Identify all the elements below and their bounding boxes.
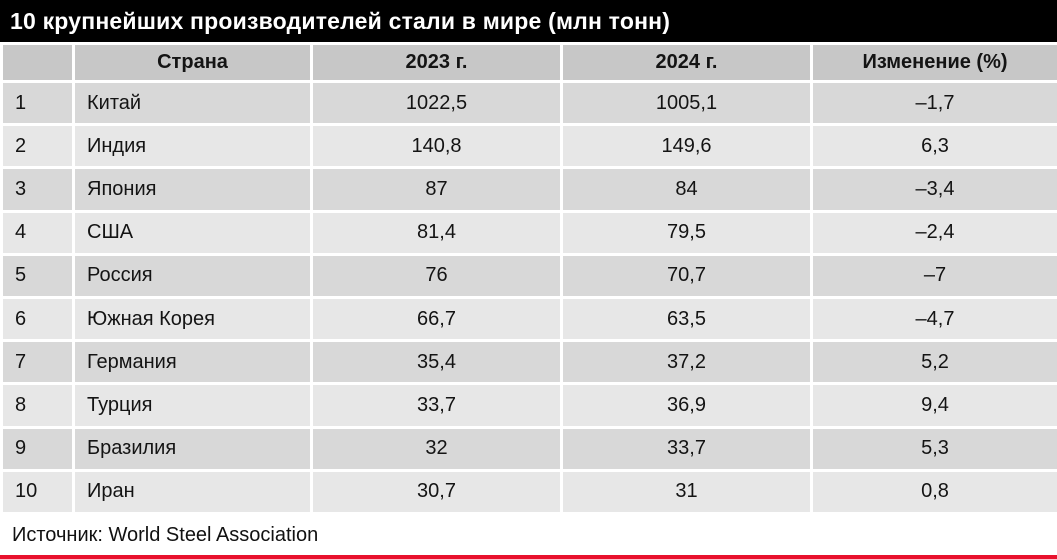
cell-2023: 76 [310, 252, 563, 299]
page-title: 10 крупнейших производителей стали в мир… [0, 0, 1057, 42]
source-note: Источник: World Steel Association [0, 515, 1057, 555]
cell-country: Индия [72, 123, 313, 170]
table-header-row: Страна 2023 г. 2024 г. Изменение (%) [0, 42, 1057, 83]
cell-2024: 149,6 [560, 123, 813, 170]
cell-change: –3,4 [810, 166, 1057, 213]
cell-rank: 7 [0, 339, 75, 386]
cell-change: 0,8 [810, 468, 1057, 516]
header-change: Изменение (%) [810, 42, 1057, 83]
cell-2023: 81,4 [310, 209, 563, 256]
cell-rank: 6 [0, 295, 75, 343]
cell-2023: 35,4 [310, 339, 563, 386]
header-rank [0, 42, 75, 83]
cell-rank: 5 [0, 252, 75, 299]
cell-rank: 9 [0, 425, 75, 472]
cell-country: Иран [72, 468, 313, 516]
table-row: 3 Япония 87 84 –3,4 [0, 166, 1057, 213]
cell-2024: 1005,1 [560, 79, 813, 127]
cell-rank: 10 [0, 468, 75, 516]
header-country: Страна [72, 42, 313, 83]
header-2023: 2023 г. [310, 42, 563, 83]
cell-2023: 30,7 [310, 468, 563, 516]
cell-country: Россия [72, 252, 313, 299]
cell-change: 6,3 [810, 123, 1057, 170]
cell-country: Бразилия [72, 425, 313, 472]
table-row: 4 США 81,4 79,5 –2,4 [0, 209, 1057, 256]
cell-country: Китай [72, 79, 313, 127]
table-row: 1 Китай 1022,5 1005,1 –1,7 [0, 79, 1057, 127]
header-2024: 2024 г. [560, 42, 813, 83]
cell-change: 9,4 [810, 382, 1057, 429]
table-body: 1 Китай 1022,5 1005,1 –1,7 2 Индия 140,8 149,6 6,… [0, 79, 1057, 516]
cell-rank: 2 [0, 123, 75, 170]
cell-2024: 37,2 [560, 339, 813, 386]
cell-change: –2,4 [810, 209, 1057, 256]
cell-country: Япония [72, 166, 313, 213]
cell-2024: 70,7 [560, 252, 813, 299]
table-row: 8 Турция 33,7 36,9 9,4 [0, 382, 1057, 429]
cell-2023: 87 [310, 166, 563, 213]
cell-2024: 79,5 [560, 209, 813, 256]
steel-producers-table: Страна 2023 г. 2024 г. Изменение (%) 1 Ки… [0, 42, 1057, 516]
cell-country: Южная Корея [72, 295, 313, 343]
cell-rank: 4 [0, 209, 75, 256]
cell-change: 5,2 [810, 339, 1057, 386]
table-row: 2 Индия 140,8 149,6 6,3 [0, 123, 1057, 170]
table-row: 5 Россия 76 70,7 –7 [0, 252, 1057, 299]
cell-change: 5,3 [810, 425, 1057, 472]
cell-2024: 31 [560, 468, 813, 516]
cell-country: США [72, 209, 313, 256]
cell-2023: 1022,5 [310, 79, 563, 127]
cell-change: –1,7 [810, 79, 1057, 127]
cell-2024: 36,9 [560, 382, 813, 429]
table-row: 10 Иран 30,7 31 0,8 [0, 468, 1057, 516]
cell-change: –4,7 [810, 295, 1057, 343]
cell-rank: 8 [0, 382, 75, 429]
cell-rank: 3 [0, 166, 75, 213]
cell-2024: 33,7 [560, 425, 813, 472]
cell-2023: 32 [310, 425, 563, 472]
table-row: 7 Германия 35,4 37,2 5,2 [0, 339, 1057, 386]
cell-2024: 63,5 [560, 295, 813, 343]
cell-country: Турция [72, 382, 313, 429]
table-row: 6 Южная Корея 66,7 63,5 –4,7 [0, 295, 1057, 343]
cell-2023: 140,8 [310, 123, 563, 170]
cell-2023: 33,7 [310, 382, 563, 429]
cell-2023: 66,7 [310, 295, 563, 343]
table-row: 9 Бразилия 32 33,7 5,3 [0, 425, 1057, 472]
cell-change: –7 [810, 252, 1057, 299]
cell-country: Германия [72, 339, 313, 386]
cell-rank: 1 [0, 79, 75, 127]
cell-2024: 84 [560, 166, 813, 213]
